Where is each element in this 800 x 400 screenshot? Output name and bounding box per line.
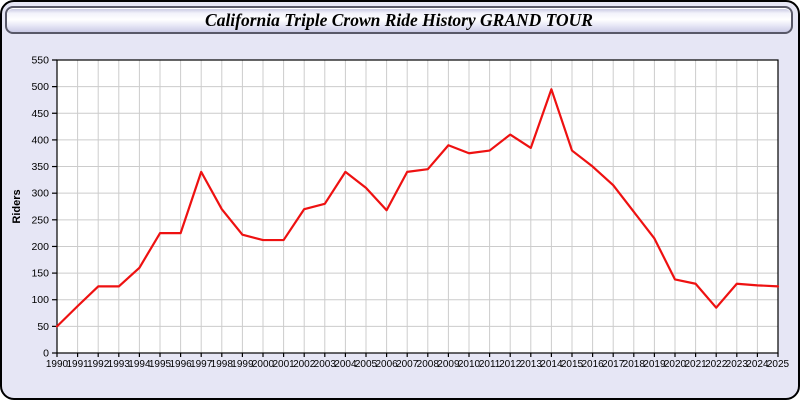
x-tick-label: 2003 [314, 359, 337, 370]
x-tick-label: 2020 [664, 359, 687, 370]
y-tick-label: 550 [31, 55, 49, 67]
y-tick-label: 150 [31, 268, 49, 280]
plot-area [57, 60, 778, 353]
x-tick-label: 2023 [726, 359, 749, 370]
x-tick-label: 2013 [520, 359, 543, 370]
x-tick-label: 2021 [684, 359, 707, 370]
y-tick-label: 250 [31, 214, 49, 226]
y-tick-label: 50 [37, 321, 49, 333]
x-tick-label: 1991 [66, 359, 89, 370]
x-tick-label: 2015 [561, 359, 584, 370]
x-tick-label: 2002 [293, 359, 316, 370]
y-tick-label: 500 [31, 81, 49, 93]
x-tick-label: 1992 [87, 359, 110, 370]
y-axis-title: Riders [11, 189, 23, 223]
x-tick-label: 2006 [375, 359, 398, 370]
x-tick-label: 2019 [643, 359, 666, 370]
x-tick-label: 2016 [581, 359, 604, 370]
x-tick-label: 2024 [746, 359, 769, 370]
x-tick-label: 2007 [396, 359, 419, 370]
x-tick-label: 1990 [46, 359, 69, 370]
y-tick-label: 400 [31, 134, 49, 146]
y-tick-label: 450 [31, 108, 49, 120]
x-tick-label: 2025 [767, 359, 790, 370]
x-tick-label: 2004 [334, 359, 357, 370]
plot-border [56, 59, 779, 354]
x-tick-label: 2000 [252, 359, 275, 370]
x-tick-label: 2011 [479, 359, 501, 370]
x-tick-label: 2010 [458, 359, 481, 370]
x-tick-label: 2009 [437, 359, 460, 370]
x-tick-label: 1998 [211, 359, 234, 370]
x-tick-label: 2017 [602, 359, 625, 370]
x-tick-label: 1997 [190, 359, 213, 370]
y-tick-label: 0 [43, 348, 49, 360]
y-tick-label: 200 [31, 241, 49, 253]
y-tick-label: 100 [31, 294, 49, 306]
x-tick-label: 2005 [355, 359, 378, 370]
chart-title: California Triple Crown Ride History GRA… [205, 9, 593, 30]
y-tick-label: 300 [31, 188, 49, 200]
x-tick-label: 1996 [169, 359, 192, 370]
x-tick-label: 2012 [499, 359, 522, 370]
y-tick-label: 350 [31, 161, 49, 173]
titlebar: California Triple Crown Ride History GRA… [5, 6, 793, 34]
x-tick-label: 2014 [540, 359, 563, 370]
x-tick-label: 2008 [417, 359, 440, 370]
x-tick-label: 2001 [272, 359, 295, 370]
data-line [55, 88, 780, 328]
x-tick-label: 1993 [108, 359, 131, 370]
x-tick-label: 2018 [623, 359, 646, 370]
x-tick-label: 1995 [149, 359, 172, 370]
x-tick-label: 1999 [231, 359, 254, 370]
x-tick-label: 1994 [128, 359, 151, 370]
x-tick-label: 2022 [705, 359, 728, 370]
